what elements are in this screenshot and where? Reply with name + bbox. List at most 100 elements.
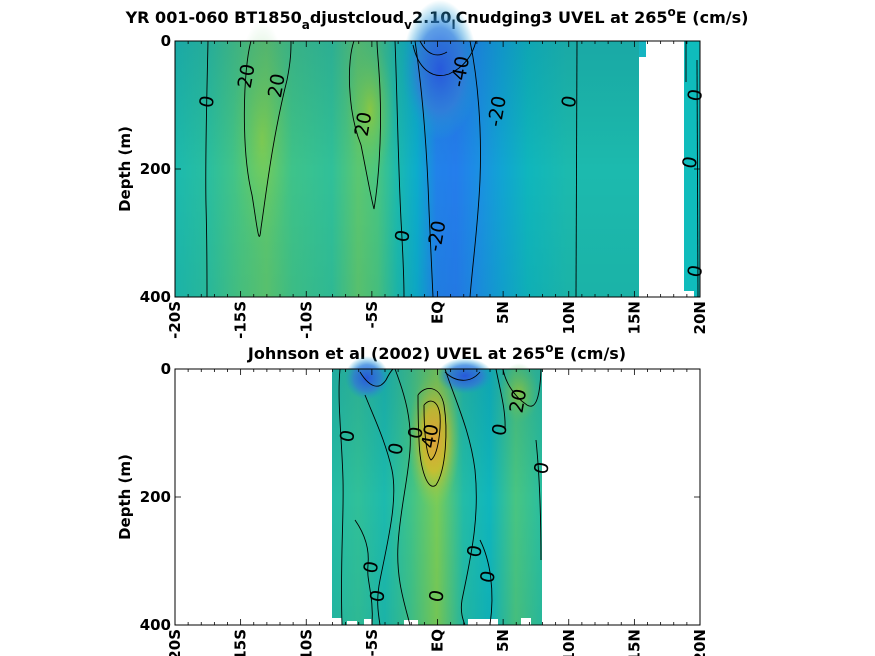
contour-label: 20 [505,387,531,415]
y-tick-label: 0 [161,360,171,378]
x-tick-label: -5S [363,629,381,656]
title-text-segment: a [302,18,310,32]
contour-label: -20 [423,219,450,253]
contour-line [414,40,434,298]
contour-label: -40 [447,54,474,88]
panel-title: Johnson et al (2002) UVEL at 265oE (cm/s… [247,341,626,363]
y-axis-label: Depth (m) [116,454,134,540]
heatmap-field-notch [639,41,646,57]
title-text-segment: o [545,341,553,355]
x-tick-label: -20S [166,629,184,656]
panel-top: YR 001-060 BT1850adjustcloudv2.10lCnudgi… [116,0,748,339]
contour-line [338,368,344,626]
x-tick-label: -5S [363,301,381,328]
x-tick-label: EQ [429,629,447,652]
y-tick-label: 0 [161,32,171,50]
x-tick-label: 10N [560,301,578,334]
x-tick-label: 15N [625,301,643,334]
contour-line [394,368,411,626]
contour-label: 0 [530,460,554,476]
x-tick-label: -10S [297,301,315,339]
contour-line [349,40,381,210]
contour-line [495,368,506,431]
contour-label: 0 [195,94,219,110]
contour-label: 0 [404,425,428,441]
contour-line [444,371,481,381]
x-tick-label: EQ [429,301,447,324]
contour-line [359,368,394,387]
contour-label: 0 [336,428,360,444]
contour-line [469,40,481,298]
title-text-segment: E (cm/s) [676,8,749,27]
contour-label: 0 [463,543,487,559]
contour-label: 20 [351,110,377,138]
contour-label: -20 [484,94,511,128]
contour-label: 20 [264,72,290,100]
title-text-segment: YR 001-060 BT1850 [125,8,302,27]
y-tick-label: 400 [140,616,171,634]
contour-label: 0 [359,559,383,575]
contour-line [575,40,578,298]
x-tick-label: -15S [232,629,250,656]
contour-label: 0 [558,94,582,110]
contour-line [364,394,395,626]
contour-label: 0 [391,228,415,244]
heatmap-field-right [684,41,700,291]
x-axis: -20S -15S -10S -5S EQ 5N 10N 15N 20N [166,41,709,339]
panel-bottom: Johnson et al (2002) UVEL at 265oE (cm/s… [116,341,709,656]
y-tick-label: 400 [140,288,171,306]
title-text-segment: o [668,5,676,19]
contour-line [354,519,373,626]
contour-line [394,40,405,298]
contours [205,40,699,298]
heatmap [332,356,542,630]
title-text-segment: Cnudging3 UVEL at 265 [456,8,668,27]
y-tick-label: 200 [140,160,171,178]
contour-line [502,368,542,407]
contour-label: 20 [234,62,260,90]
title-text-segment: E (cm/s) [553,344,626,363]
y-axis-label: Depth (m) [116,126,134,212]
contour-label: 0 [684,87,708,103]
contour-line [444,368,477,626]
contour-label: 40 [418,422,444,450]
heatmap [175,0,700,297]
contour-label: 0 [476,569,500,585]
contour-line [419,40,448,56]
title-text-segment: Johnson et al (2002) UVEL at 265 [247,344,545,363]
contours [338,368,542,626]
x-axis: -20S -15S -10S -5S EQ 5N 10N 15N 20N [166,369,709,656]
contour-line [412,40,477,76]
title-text-segment: v [404,18,412,32]
contour-line [243,40,292,237]
contour-line [535,439,542,561]
contour-line [479,539,493,626]
x-tick-label: -10S [297,629,315,656]
contour-label: 0 [425,588,449,604]
x-tick-label: 5N [494,301,512,324]
x-tick-label: 15N [625,629,643,656]
contour-label: 0 [384,441,408,457]
y-tick-label: 200 [140,488,171,506]
contour-line [696,59,699,298]
contour-line [423,400,441,461]
contour-line [205,40,209,298]
contour-label: 0 [488,422,512,438]
depth-shading [332,369,542,625]
contour-label: 0 [678,155,702,171]
heatmap-field-right-lower [694,291,700,297]
contour-label: 0 [684,263,708,279]
x-tick-label: 10N [560,629,578,656]
x-tick-label: 5N [494,629,512,652]
x-tick-label: -20S [166,301,184,339]
x-tick-label: 20N [691,629,709,656]
title-text-segment: djustcloud [310,8,404,27]
contour-label: 0 [366,588,390,604]
contour-line [417,388,447,487]
x-tick-label: 20N [691,301,709,334]
